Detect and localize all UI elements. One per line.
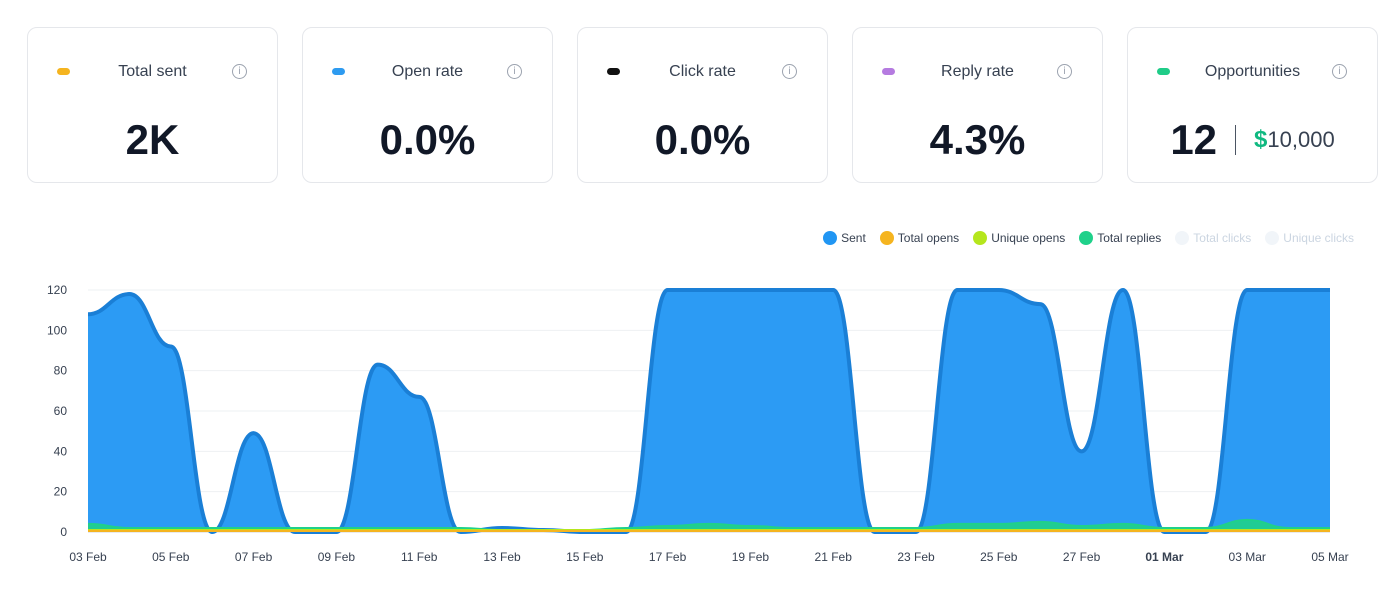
x-tick-label: 17 Feb [649,550,687,564]
y-tick-label: 80 [54,364,68,378]
legend-dot [1079,231,1094,245]
y-tick-label: 20 [54,485,68,499]
area-sent[interactable] [88,290,1330,532]
info-icon[interactable]: i [232,64,247,79]
dollar-symbol: $ [1254,126,1268,153]
legend-label: Sent [841,231,866,245]
legend-dot [1175,231,1190,245]
reply-rate-swatch [882,68,895,75]
card-label: Open rate [391,63,464,80]
legend-item-sent[interactable]: Sent [823,231,866,245]
x-tick-label: 09 Feb [318,550,356,564]
opportunities-money: $10,000 [1254,116,1335,164]
x-tick-label: 13 Feb [483,550,521,564]
stats-cards: Total sent i 2K Open rate i 0.0% Click r… [27,27,1378,183]
card-value: 0.0% [379,116,476,163]
card-click-rate: Click rate i 0.0% [577,27,828,183]
legend-label: Total clicks [1193,231,1252,245]
opportunities-swatch [1157,68,1170,75]
money-amount: 10,000 [1267,127,1335,152]
opportunities-values: 12 $10,000 [1128,116,1377,164]
info-icon[interactable]: i [1332,64,1347,79]
x-tick-label: 21 Feb [815,550,853,564]
x-tick-label: 03 Feb [69,550,107,564]
card-reply-rate: Reply rate i 4.3% [852,27,1103,183]
legend-dot [879,231,894,245]
card-label: Total sent [118,63,187,80]
legend-item-unique-opens[interactable]: Unique opens [973,231,1065,245]
area-chart: 0 20 40 60 80 100 120 03 Feb 05 Feb 07 Feb 09 Feb… [47,283,1349,564]
x-tick-label: 15 Feb [566,550,604,564]
total-sent-swatch [57,68,70,75]
legend-dot [823,231,838,245]
card-value: 0.0% [654,116,751,163]
x-tick-label: 03 Mar [1229,550,1266,564]
legend-label: Total opens [897,231,960,245]
x-axis: 03 Feb 05 Feb 07 Feb 09 Feb 11 Feb 13 Feb 15 F… [69,550,1348,564]
card-label: Click rate [669,63,736,80]
open-rate-swatch [332,68,345,75]
legend-label: Unique opens [991,231,1066,245]
legend-dot [973,231,988,245]
x-tick-label: 19 Feb [732,550,770,564]
legend-item-total-opens[interactable]: Total opens [879,231,960,245]
legend-item-total-clicks[interactable]: Total clicks [1175,231,1251,245]
y-tick-label: 120 [47,283,67,297]
card-open-rate: Open rate i 0.0% [302,27,553,183]
x-tick-label: 23 Feb [897,550,935,564]
y-tick-label: 100 [47,323,67,337]
x-tick-label: 11 Feb [401,550,438,564]
x-tick-label: 05 Feb [152,550,190,564]
info-icon[interactable]: i [507,64,522,79]
y-tick-label: 40 [54,444,68,458]
opportunities-count: 12 [1170,116,1218,163]
x-tick-label: 07 Feb [235,550,273,564]
line-total-replies [87,518,1330,531]
y-axis: 0 20 40 60 80 100 120 [47,283,67,539]
card-opportunities: Opportunities i 12 $10,000 [1127,27,1378,183]
value-divider [1235,125,1237,155]
card-value: 4.3% [929,116,1026,163]
card-label: Opportunities [1204,63,1301,80]
x-tick-label: 05 Mar [1311,550,1348,564]
x-tick-label: 27 Feb [1063,550,1101,564]
legend-dot [1265,231,1280,245]
legend-item-total-replies[interactable]: Total replies [1079,231,1161,245]
card-total-sent: Total sent i 2K [27,27,278,183]
x-tick-label: 25 Feb [980,550,1018,564]
y-tick-label: 0 [60,525,67,539]
chart-legend: Sent Total opens Unique opens Total replies… [809,229,1354,247]
card-label: Reply rate [941,63,1014,80]
x-tick-label: 01 Mar [1145,550,1183,564]
y-tick-label: 60 [54,404,68,418]
legend-item-unique-clicks[interactable]: Unique clicks [1265,231,1354,245]
click-rate-swatch [607,68,620,75]
legend-label: Total replies [1097,231,1162,245]
legend-label: Unique clicks [1283,231,1354,245]
series-areas [87,288,1330,534]
info-icon[interactable]: i [782,64,797,79]
card-value: 2K [125,116,180,163]
info-icon[interactable]: i [1057,64,1072,79]
